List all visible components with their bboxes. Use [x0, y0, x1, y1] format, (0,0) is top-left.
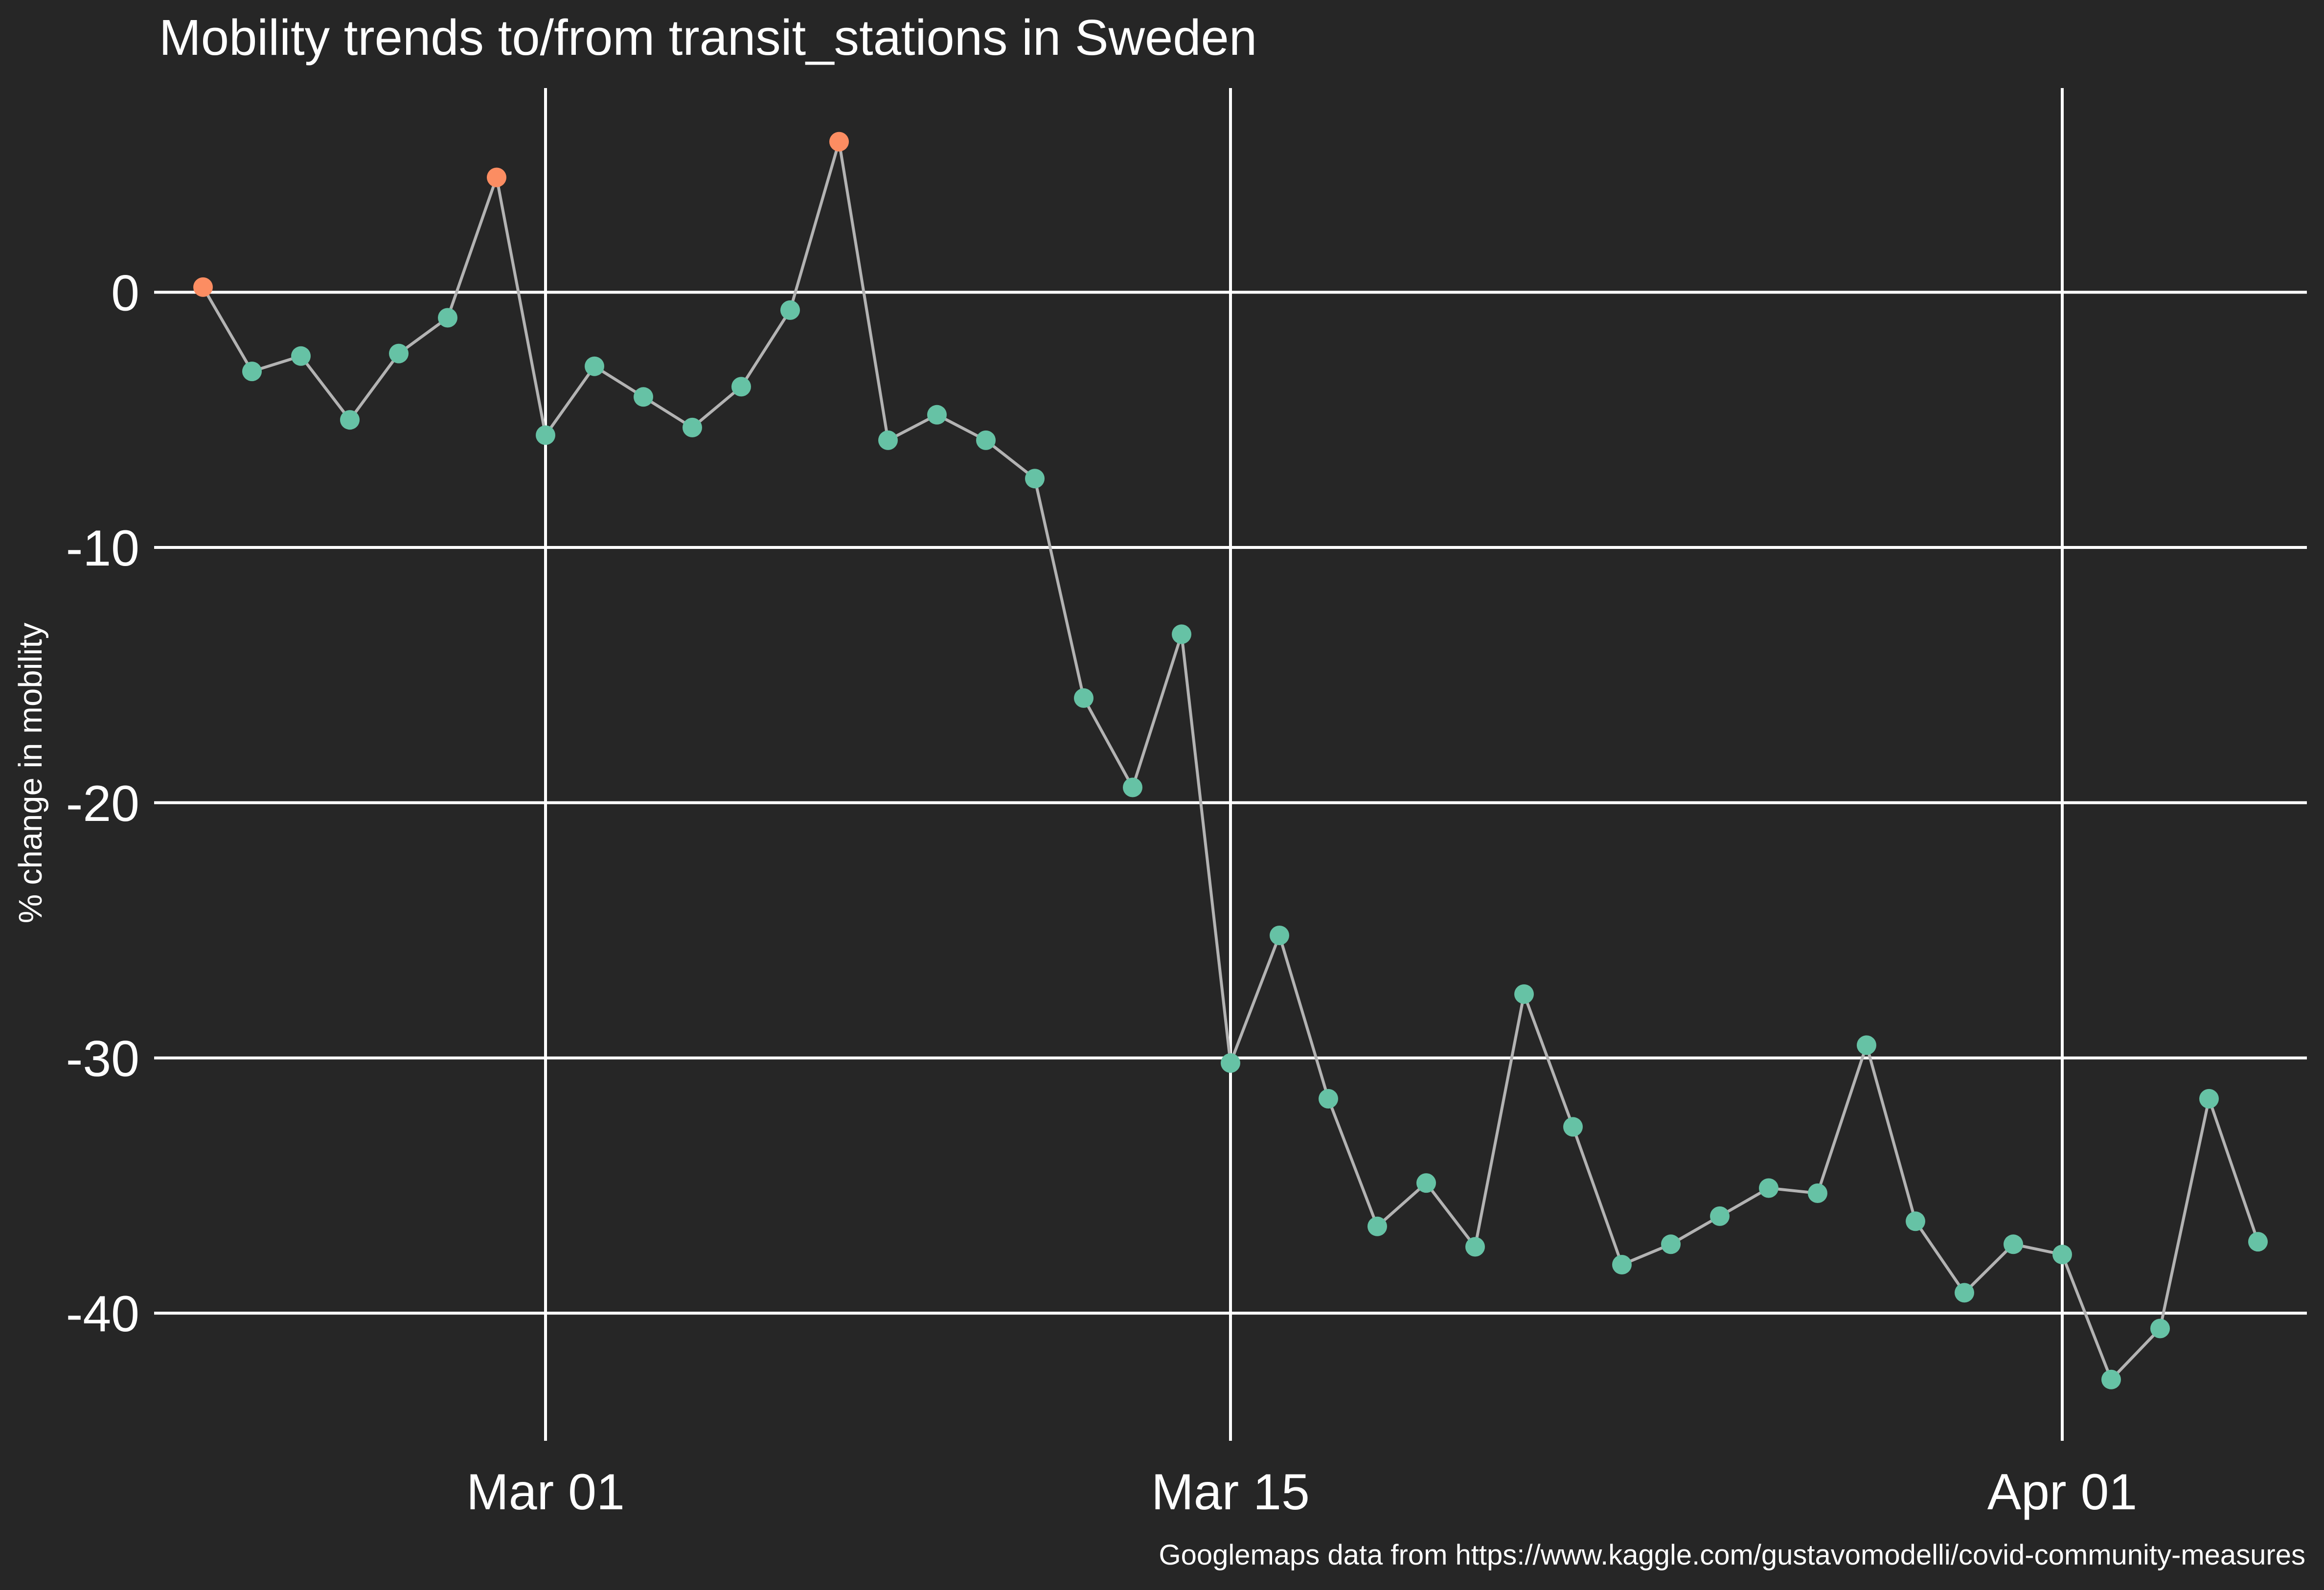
data-point: [1416, 1173, 1436, 1193]
data-point: [731, 377, 751, 397]
data-point: [1710, 1206, 1730, 1226]
data-point: [340, 410, 360, 430]
data-point: [683, 417, 702, 437]
data-point: [1857, 1035, 1876, 1055]
data-point: [2052, 1245, 2072, 1265]
data-point: [1955, 1283, 1974, 1303]
y-tick-label: -10: [66, 520, 139, 577]
y-tick-label: -30: [66, 1030, 139, 1087]
data-point: [1759, 1178, 1778, 1198]
data-point: [1367, 1216, 1387, 1236]
data-point: [1172, 624, 1191, 644]
data-point: [1319, 1089, 1338, 1109]
y-axis-label: % change in mobility: [12, 622, 49, 923]
data-point: [2004, 1234, 2023, 1254]
data-point: [1661, 1234, 1681, 1254]
data-point: [829, 132, 849, 152]
data-point: [2150, 1318, 2170, 1339]
x-axis-tick-labels: Mar 01 Mar 15 Apr 01: [466, 1464, 2137, 1521]
data-point: [634, 387, 653, 407]
y-axis-tick-labels: 0 -10 -20 -30 -40: [66, 265, 139, 1342]
data-point: [487, 167, 506, 187]
data-point: [1074, 688, 1094, 708]
data-point: [1808, 1183, 1827, 1203]
data-point: [1906, 1211, 1925, 1231]
data-points: [193, 132, 2268, 1389]
chart-title: Mobility trends to/from transit_stations…: [159, 9, 1257, 66]
data-point: [1514, 984, 1534, 1004]
data-point: [193, 277, 213, 297]
data-point: [291, 346, 311, 366]
y-tick-label: 0: [111, 265, 139, 321]
chart-caption: Googlemaps data from https://www.kaggle.…: [1159, 1539, 2305, 1571]
data-point: [1025, 469, 1045, 489]
data-point: [1270, 926, 1289, 945]
data-point: [1123, 777, 1142, 797]
data-point: [780, 300, 800, 320]
data-point: [242, 362, 262, 382]
data-point: [2199, 1089, 2219, 1109]
data-point: [976, 430, 996, 450]
x-tick-label: Apr 01: [1987, 1464, 2137, 1521]
data-point: [585, 356, 604, 376]
data-point: [2248, 1232, 2268, 1252]
data-point: [2101, 1369, 2121, 1389]
data-point: [1221, 1053, 1240, 1073]
grid: [154, 88, 2307, 1441]
data-point: [1612, 1255, 1632, 1274]
x-tick-label: Mar 01: [466, 1464, 625, 1521]
x-tick-label: Mar 15: [1151, 1464, 1310, 1521]
data-point: [438, 308, 457, 328]
data-point: [1465, 1237, 1485, 1257]
data-point: [536, 425, 555, 445]
y-tick-label: -20: [66, 775, 139, 832]
data-point: [927, 405, 947, 425]
data-point: [389, 343, 409, 363]
data-point: [878, 430, 898, 450]
data-point: [1563, 1117, 1583, 1137]
y-tick-label: -40: [66, 1286, 139, 1342]
